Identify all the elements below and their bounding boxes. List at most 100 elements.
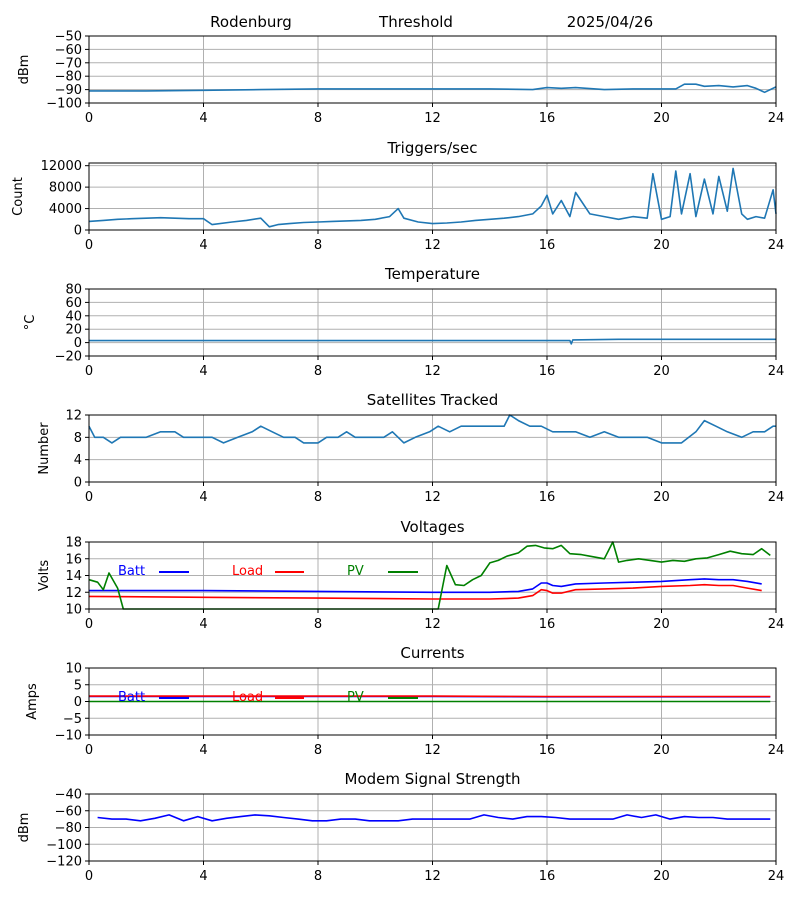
x-tick-label: 16: [539, 869, 556, 884]
y-tick-label: −80: [55, 821, 82, 836]
x-tick-label: 4: [199, 617, 207, 632]
x-tick-label: 16: [539, 238, 556, 253]
x-tick-label: 16: [539, 111, 556, 126]
header-panel: Threshold: [378, 13, 453, 31]
figure-header: Rodenburg Threshold 2025/04/26: [210, 13, 653, 31]
x-tick-label: 16: [539, 617, 556, 632]
x-tick-label: 8: [314, 617, 322, 632]
y-tick-label: −120: [46, 855, 82, 870]
x-tick-label: 0: [85, 617, 93, 632]
series-line-1: [97, 814, 771, 822]
legend-label-load: Load: [232, 564, 263, 579]
x-tick-label: 8: [314, 869, 322, 884]
x-tick-label: 16: [539, 364, 556, 379]
x-tick-label: 16: [539, 490, 556, 505]
x-tick-label: 20: [653, 869, 670, 884]
x-tick-label: 8: [314, 111, 322, 126]
x-tick-label: 24: [768, 869, 785, 884]
x-tick-label: 20: [653, 364, 670, 379]
subplot-title: Satellites Tracked: [367, 391, 498, 409]
y-tick-label: −20: [55, 350, 82, 365]
y-tick-label: 60: [65, 296, 82, 311]
y-tick-label: −40: [55, 788, 82, 803]
y-tick-label: 10: [65, 662, 82, 677]
x-tick-label: 8: [314, 364, 322, 379]
x-tick-label: 20: [653, 617, 670, 632]
subplot-7: 0 4 8 12 16 20 24 −120 −100 −80 −60−40 dBm Modem Sig…: [17, 770, 784, 884]
subplot-title: Currents: [400, 644, 464, 662]
subplot-1: 0 4 8 12 16 20 24 −100−90−80−70−60−50 dBm: [17, 30, 784, 127]
x-tick-label: 12: [424, 490, 441, 505]
y-axis-label: °C: [23, 315, 38, 331]
x-tick-label: 12: [424, 617, 441, 632]
subplot-2: 0 4 8 12 16 20 24 0 4000 8000 12000 Count Triggers/s…: [11, 139, 784, 253]
x-tick-label: 0: [85, 364, 93, 379]
x-tick-label: 24: [768, 238, 785, 253]
x-tick-label: 0: [85, 238, 93, 253]
y-tick-label: 80: [65, 283, 82, 298]
subplot-title: Modem Signal Strength: [345, 770, 521, 788]
x-tick-label: 12: [424, 364, 441, 379]
y-tick-label: −100: [46, 97, 82, 112]
legend-label-batt: Batt: [118, 690, 145, 705]
x-tick-label: 0: [85, 743, 93, 758]
y-tick-label: −90: [55, 83, 82, 98]
y-tick-label: −80: [55, 70, 82, 85]
y-tick-label: 12000: [41, 159, 82, 174]
x-tick-label: 12: [424, 238, 441, 253]
y-tick-label: −60: [55, 43, 82, 58]
y-tick-label: 0: [74, 224, 82, 239]
y-tick-label: 10: [65, 603, 82, 618]
series-line-pv: [88, 541, 771, 610]
subplot-4: 0 4 8 12 16 20 24 0 4 8 12 Number Satellites Tracked: [37, 391, 784, 505]
series-line-1: [88, 414, 776, 444]
y-tick-label: 5: [74, 678, 82, 693]
y-axis-label: Amps: [25, 683, 40, 720]
x-tick-label: 24: [768, 617, 785, 632]
subplot-title: Triggers/sec: [387, 139, 478, 157]
y-axis-label: Number: [37, 422, 52, 475]
x-tick-label: 12: [424, 743, 441, 758]
x-tick-label: 0: [85, 490, 93, 505]
y-tick-label: −10: [55, 729, 82, 744]
y-tick-label: 8: [74, 431, 82, 446]
x-tick-label: 4: [199, 364, 207, 379]
y-tick-label: 8000: [49, 181, 82, 196]
x-tick-label: 4: [199, 869, 207, 884]
y-tick-label: 0: [74, 336, 82, 351]
y-tick-label: −50: [55, 30, 82, 45]
header-date: 2025/04/26: [567, 13, 653, 31]
series-line-1: [88, 167, 777, 228]
x-tick-label: 24: [768, 364, 785, 379]
series-line-load: [88, 583, 762, 600]
x-tick-label: 24: [768, 111, 785, 126]
x-tick-label: 8: [314, 238, 322, 253]
legend-label-load: Load: [232, 690, 263, 705]
y-axis-label: Volts: [37, 560, 52, 592]
x-tick-label: 12: [424, 111, 441, 126]
y-tick-label: 0: [74, 476, 82, 491]
y-tick-label: 0: [74, 695, 82, 710]
x-tick-label: 12: [424, 869, 441, 884]
legend-label-pv: PV: [347, 564, 364, 579]
subplot-title: Voltages: [400, 518, 464, 536]
subplot-title: Temperature: [384, 265, 480, 283]
y-tick-label: −5: [63, 712, 82, 727]
y-tick-label: 20: [65, 323, 82, 338]
header-station: Rodenburg: [210, 13, 292, 31]
subplot-6: 0 4 8 12 16 20 24 −10 −5 0 510 Amps Currents Batt Load…: [25, 644, 784, 758]
y-tick-label: −60: [55, 804, 82, 819]
x-tick-label: 0: [85, 111, 93, 126]
x-tick-label: 4: [199, 111, 207, 126]
x-tick-label: 16: [539, 743, 556, 758]
y-tick-label: 4: [74, 453, 82, 468]
y-tick-label: 14: [65, 569, 82, 584]
legend-label-batt: Batt: [118, 564, 145, 579]
series-line-1: [89, 83, 777, 94]
x-tick-label: 8: [314, 490, 322, 505]
x-tick-label: 0: [85, 869, 93, 884]
x-tick-label: 8: [314, 743, 322, 758]
